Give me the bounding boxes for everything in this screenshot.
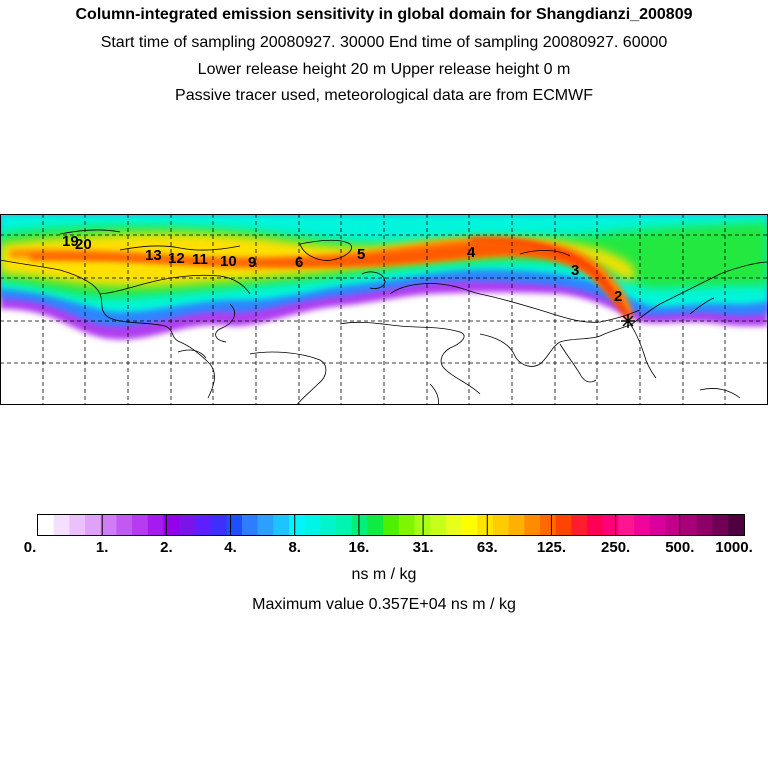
- trajectory-label-6: 6: [295, 254, 303, 271]
- colorbar-swatch: [241, 515, 259, 535]
- colorbar-swatch: [273, 515, 290, 535]
- colorbar-swatch: [445, 515, 463, 535]
- colorbar-swatch: [289, 515, 306, 535]
- colorbar-tick-label: 16.: [348, 539, 370, 556]
- colorbar-swatch: [304, 515, 321, 535]
- colorbar-swatch: [728, 515, 745, 535]
- tracer-info-line: Passive tracer used, meteorological data…: [175, 87, 593, 104]
- colorbar-tick-label: 1.: [95, 539, 109, 556]
- colorbar-tick-label: 500.: [665, 539, 695, 556]
- colorbar-tick-label: 31.: [412, 539, 434, 556]
- trajectory-label-11: 11: [192, 251, 208, 268]
- colorbar-swatch: [492, 515, 510, 535]
- release-height-line: Lower release height 20 m Upper release …: [197, 61, 571, 78]
- colorbar-tick-label: 4.: [224, 539, 237, 556]
- trajectory-label-12: 12: [168, 250, 185, 267]
- colorbar-swatch: [665, 515, 682, 535]
- trajectory-label-19: 19: [62, 233, 79, 250]
- colorbar-swatch: [257, 515, 274, 535]
- colorbar-swatch: [681, 515, 698, 535]
- colorbar: [37, 514, 745, 536]
- lat-lon-grid: [0, 214, 768, 405]
- trajectory-label-9: 9: [248, 254, 256, 271]
- colorbar-swatch: [383, 515, 400, 535]
- colorbar-swatch: [398, 515, 416, 535]
- colorbar-swatch: [132, 515, 149, 535]
- colorbar-swatch: [477, 515, 494, 535]
- sampling-time-line: Start time of sampling 20080927. 30000 E…: [100, 34, 668, 51]
- colorbar-tick-label: 63.: [476, 539, 498, 556]
- colorbar-swatch: [555, 515, 573, 535]
- colorbar-swatch: [194, 515, 212, 535]
- colorbar-swatch: [116, 515, 133, 535]
- colorbar-swatch: [179, 515, 196, 535]
- colorbar-swatch: [461, 515, 478, 535]
- colorbar-swatch: [649, 515, 667, 535]
- colorbar-swatch: [540, 515, 557, 535]
- colorbar-swatch: [524, 515, 541, 535]
- colorbar-swatch: [100, 515, 118, 535]
- colorbar-swatch: [712, 515, 729, 535]
- colorbar-tick-label: 1000.: [715, 539, 753, 556]
- colorbar-swatch: [85, 515, 102, 535]
- colorbar-swatch: [587, 515, 604, 535]
- colorbar-tick-label: 125.: [536, 539, 567, 556]
- trajectory-label-20: 20: [75, 236, 92, 253]
- colorbar-units: ns m / kg: [351, 566, 417, 583]
- trajectory-label-10: 10: [220, 253, 237, 270]
- colorbar-swatch: [351, 515, 369, 535]
- colorbar-swatch: [226, 515, 243, 535]
- trajectory-label-2: 2: [614, 288, 622, 305]
- colorbar-swatch: [571, 515, 588, 535]
- colorbar-swatch: [634, 515, 651, 535]
- colorbar-swatch: [367, 515, 384, 535]
- maximum-value-label: Maximum value 0.357E+04 ns m / kg: [252, 596, 516, 613]
- colorbar-swatch: [618, 515, 635, 535]
- colorbar-swatch: [69, 515, 86, 535]
- colorbar-swatch: [163, 515, 180, 535]
- trajectory-label-3: 3: [571, 262, 579, 279]
- colorbar-tick-label: 8.: [288, 539, 301, 556]
- receptor-marker: [621, 314, 635, 328]
- colorbar-swatch: [320, 515, 337, 535]
- colorbar-tick-label: 250.: [601, 539, 631, 556]
- colorbar-swatch: [38, 515, 55, 535]
- colorbar-swatch: [602, 515, 620, 535]
- colorbar-swatch: [508, 515, 525, 535]
- trajectory-label-5: 5: [357, 246, 365, 263]
- colorbar-swatch: [696, 515, 714, 535]
- colorbar-tick-label: 0.: [23, 539, 37, 556]
- colorbar-swatch: [53, 515, 70, 535]
- trajectory-label-4: 4: [467, 244, 476, 261]
- colorbar-swatch: [210, 515, 227, 535]
- colorbar-tick-label: 2.: [160, 539, 173, 556]
- map-title: Column-integrated emission sensitivity i…: [75, 6, 693, 23]
- colorbar-swatch: [430, 515, 447, 535]
- trajectory-label-13: 13: [145, 247, 162, 264]
- colorbar-swatch: [147, 515, 165, 535]
- coastlines: [0, 229, 768, 405]
- colorbar-swatch: [336, 515, 353, 535]
